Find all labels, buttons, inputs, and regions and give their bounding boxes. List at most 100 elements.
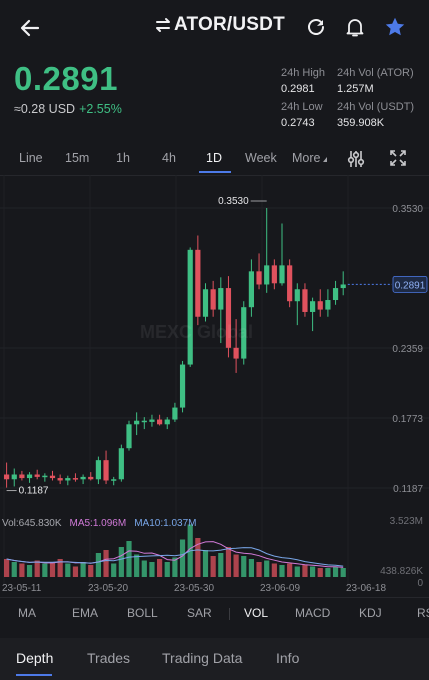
volume-bar — [4, 559, 10, 577]
divider — [0, 597, 429, 598]
tab-trading-data[interactable]: Trading Data — [162, 650, 243, 666]
price-tick-label: 0.1187 — [393, 484, 423, 495]
stat-label: 24h Vol (ATOR) — [337, 67, 414, 79]
volume-bar — [34, 560, 40, 577]
stat-label: 24h Low — [281, 101, 323, 113]
swap-icon — [156, 18, 170, 32]
candle-body — [332, 288, 339, 301]
candle-body — [302, 289, 308, 312]
candle-body — [241, 307, 247, 359]
candle-body — [157, 419, 163, 425]
ind-vol[interactable]: VOL — [244, 606, 269, 620]
volume-bar — [65, 563, 71, 577]
volume-bar — [126, 541, 132, 577]
fullscreen-icon[interactable] — [389, 149, 407, 167]
candle-body — [42, 475, 48, 478]
stat-label: 24h Vol (USDT) — [337, 101, 415, 113]
stat-24h-vol-usdt: 24h Vol (USDT) 359.908K — [337, 101, 414, 129]
favorite-star-icon[interactable] — [384, 16, 406, 38]
candle-body — [26, 474, 33, 479]
volume-bar — [95, 553, 101, 577]
bell-icon[interactable] — [344, 16, 366, 38]
tab-1h[interactable]: 1h — [116, 151, 130, 165]
timeframe-tabs: Line 15m 1h 4h 1D Week More — [0, 146, 429, 174]
caret-down-icon — [323, 157, 328, 162]
volume-tick-label: 438.826K — [380, 566, 423, 577]
date-tick-label: 23-05-20 — [88, 583, 128, 594]
tab-1d[interactable]: 1D — [206, 151, 222, 165]
candle-body — [57, 478, 63, 481]
back-arrow-icon[interactable] — [18, 16, 42, 40]
current-price-label: 0.2891 — [395, 280, 426, 291]
indicator-settings-icon[interactable] — [346, 149, 366, 169]
candle-body — [287, 265, 293, 302]
pair-selector[interactable]: ATOR/USDT — [154, 14, 285, 36]
volume-bar — [241, 556, 247, 577]
stat-24h-vol-ator: 24h Vol (ATOR) 1.257M — [337, 67, 414, 95]
candle-body — [172, 407, 178, 420]
candle-body — [19, 474, 25, 479]
ind-boll[interactable]: BOLL — [127, 606, 158, 620]
volume-bar — [57, 559, 63, 577]
stat-value: 0.2743 — [281, 117, 315, 129]
stat-label: 24h High — [281, 67, 326, 79]
candle-body — [248, 271, 254, 308]
volume-bar — [19, 563, 25, 577]
volume-bar — [134, 554, 140, 577]
tab-15m[interactable]: 15m — [65, 151, 90, 165]
volume-bar — [149, 562, 155, 577]
watermark-text: MEXC Global — [140, 322, 254, 342]
tab-week[interactable]: Week — [245, 151, 277, 165]
candle-body — [11, 474, 17, 480]
volume-bar — [172, 557, 178, 577]
ind-kdj[interactable]: KDJ — [359, 606, 382, 620]
candle-body — [95, 460, 101, 480]
volume-bar — [72, 566, 79, 577]
volume-bar — [141, 560, 147, 577]
volume-bar — [264, 560, 270, 577]
volume-bar — [218, 553, 224, 577]
candle-body — [218, 288, 224, 310]
candlestick-chart[interactable]: 0.3530 0.2359 0.1773 0.1187 0.2891 0.3530 0.11… — [0, 175, 429, 595]
candle-body — [264, 265, 270, 285]
ind-ma[interactable]: MA — [18, 606, 36, 620]
tab-trades[interactable]: Trades — [87, 650, 131, 666]
date-tick-label: 23-05-30 — [174, 583, 214, 594]
ind-rsi[interactable]: RSI — [417, 606, 429, 620]
candle-body — [164, 419, 170, 425]
volume-bar — [302, 565, 308, 577]
usd-approx: ≈0.28 USD — [14, 102, 76, 116]
stat-value: 0.2981 — [281, 83, 315, 95]
pair-title: ATOR/USDT — [174, 14, 285, 35]
candle-body — [256, 271, 262, 285]
tab-more-label: More — [292, 151, 321, 165]
candle-body — [111, 479, 117, 481]
tab-info[interactable]: Info — [276, 650, 300, 666]
candle-body — [279, 265, 285, 284]
indicator-divider — [229, 608, 230, 620]
date-tick-label: 23-05-11 — [2, 583, 42, 594]
candle-body — [141, 420, 147, 423]
tab-4h[interactable]: 4h — [162, 151, 176, 165]
volume-ma-line — [6, 547, 344, 567]
volume-tick-label: 3.523M — [390, 516, 423, 527]
candle-body — [4, 474, 10, 480]
tab-depth[interactable]: Depth — [16, 650, 54, 666]
candle-body — [210, 289, 216, 310]
ind-macd[interactable]: MACD — [295, 606, 331, 620]
active-bottom-tab-indicator — [16, 674, 52, 676]
date-tick-label: 23-06-09 — [260, 583, 300, 594]
volume-bar — [42, 563, 48, 577]
volume-bar — [179, 539, 186, 577]
tab-more[interactable]: More — [292, 151, 328, 165]
tab-line[interactable]: Line — [19, 151, 43, 165]
ind-sar[interactable]: SAR — [187, 606, 212, 620]
volume-bar — [294, 566, 300, 577]
refresh-icon[interactable] — [305, 16, 327, 38]
candle-body — [325, 300, 331, 310]
volume-bar — [195, 538, 201, 577]
vol-value: Vol:645.830K — [2, 518, 62, 529]
volume-bar — [202, 550, 209, 577]
price-change: +2.55% — [79, 102, 122, 116]
ind-ema[interactable]: EMA — [72, 606, 99, 620]
